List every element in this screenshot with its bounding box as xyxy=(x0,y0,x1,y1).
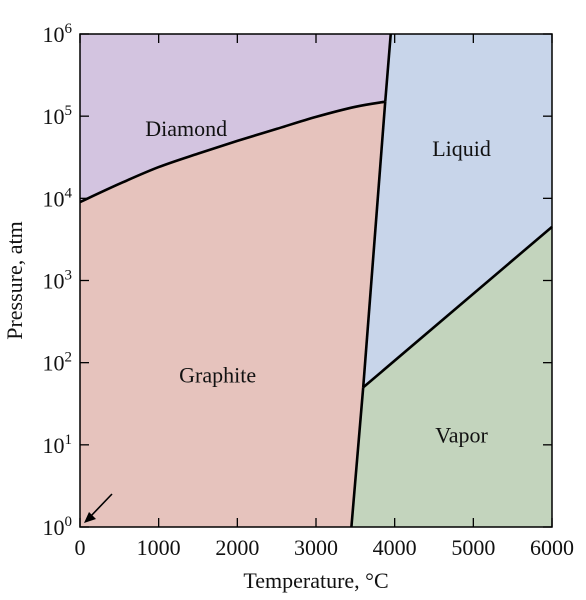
region-vapor xyxy=(351,226,552,527)
boundary-diamond-graphite xyxy=(79,100,386,204)
y-tick-label: 102 xyxy=(43,350,73,376)
y-tick-label: 100 xyxy=(43,514,73,540)
y-tick-label: 105 xyxy=(43,103,73,129)
boundary-graphite-liquid xyxy=(361,101,387,388)
x-tick-label: 3000 xyxy=(294,535,338,560)
phase-boundaries xyxy=(79,33,553,528)
region-label-graphite: Graphite xyxy=(179,362,256,387)
y-tick-label: 104 xyxy=(43,185,73,211)
y-tick-label: 101 xyxy=(43,432,73,458)
region-label-vapor: Vapor xyxy=(435,422,488,447)
boundary-liquid-vapor xyxy=(362,225,553,389)
x-tick-label: 1000 xyxy=(137,535,181,560)
phase-regions xyxy=(80,34,552,527)
x-tick-label: 5000 xyxy=(451,535,495,560)
y-tick-label: 106 xyxy=(43,21,73,47)
x-tick-label: 6000 xyxy=(530,535,574,560)
x-tick-label: 2000 xyxy=(215,535,259,560)
region-liquid xyxy=(363,34,552,388)
origin-arrow-head xyxy=(84,512,96,523)
x-tick-label: 0 xyxy=(75,535,86,560)
x-axis-title: Temperature, °C xyxy=(243,568,388,593)
origin-arrow-shaft xyxy=(89,493,113,518)
region-diamond xyxy=(80,34,391,203)
axis-ticks: 0 1000 2000 3000 4000 5000 6000 100 101 102 103 104… xyxy=(43,21,575,560)
region-label-liquid: Liquid xyxy=(432,136,491,161)
region-label-diamond: Diamond xyxy=(145,116,227,141)
y-axis-title: Pressure, atm xyxy=(2,221,27,340)
boundary-graphite-vapor xyxy=(350,387,365,528)
region-graphite xyxy=(80,101,386,527)
boundary-diamond-liquid xyxy=(383,33,393,102)
region-labels: Diamond Graphite Liquid Vapor xyxy=(145,116,491,448)
origin-arrow xyxy=(84,493,113,523)
x-tick-label: 4000 xyxy=(373,535,417,560)
y-tick-label: 103 xyxy=(43,268,73,294)
